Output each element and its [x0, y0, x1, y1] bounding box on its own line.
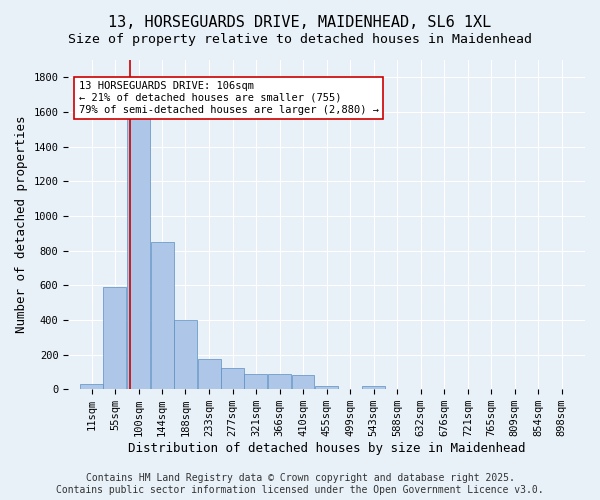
X-axis label: Distribution of detached houses by size in Maidenhead: Distribution of detached houses by size …: [128, 442, 526, 455]
Bar: [174, 320, 197, 389]
Bar: [316, 386, 338, 389]
Bar: [151, 242, 173, 389]
Bar: [292, 376, 314, 389]
Text: 13, HORSEGUARDS DRIVE, MAIDENHEAD, SL6 1XL: 13, HORSEGUARDS DRIVE, MAIDENHEAD, SL6 1…: [109, 15, 491, 30]
Bar: [268, 374, 291, 389]
Text: 13 HORSEGUARDS DRIVE: 106sqm
← 21% of detached houses are smaller (755)
79% of s: 13 HORSEGUARDS DRIVE: 106sqm ← 21% of de…: [79, 82, 379, 114]
Bar: [127, 104, 150, 389]
Bar: [198, 359, 221, 389]
Bar: [244, 374, 268, 389]
Bar: [103, 287, 127, 389]
Bar: [221, 368, 244, 389]
Bar: [362, 386, 385, 389]
Bar: [80, 384, 103, 389]
Text: Contains HM Land Registry data © Crown copyright and database right 2025.
Contai: Contains HM Land Registry data © Crown c…: [56, 474, 544, 495]
Y-axis label: Number of detached properties: Number of detached properties: [15, 116, 28, 334]
Text: Size of property relative to detached houses in Maidenhead: Size of property relative to detached ho…: [68, 32, 532, 46]
